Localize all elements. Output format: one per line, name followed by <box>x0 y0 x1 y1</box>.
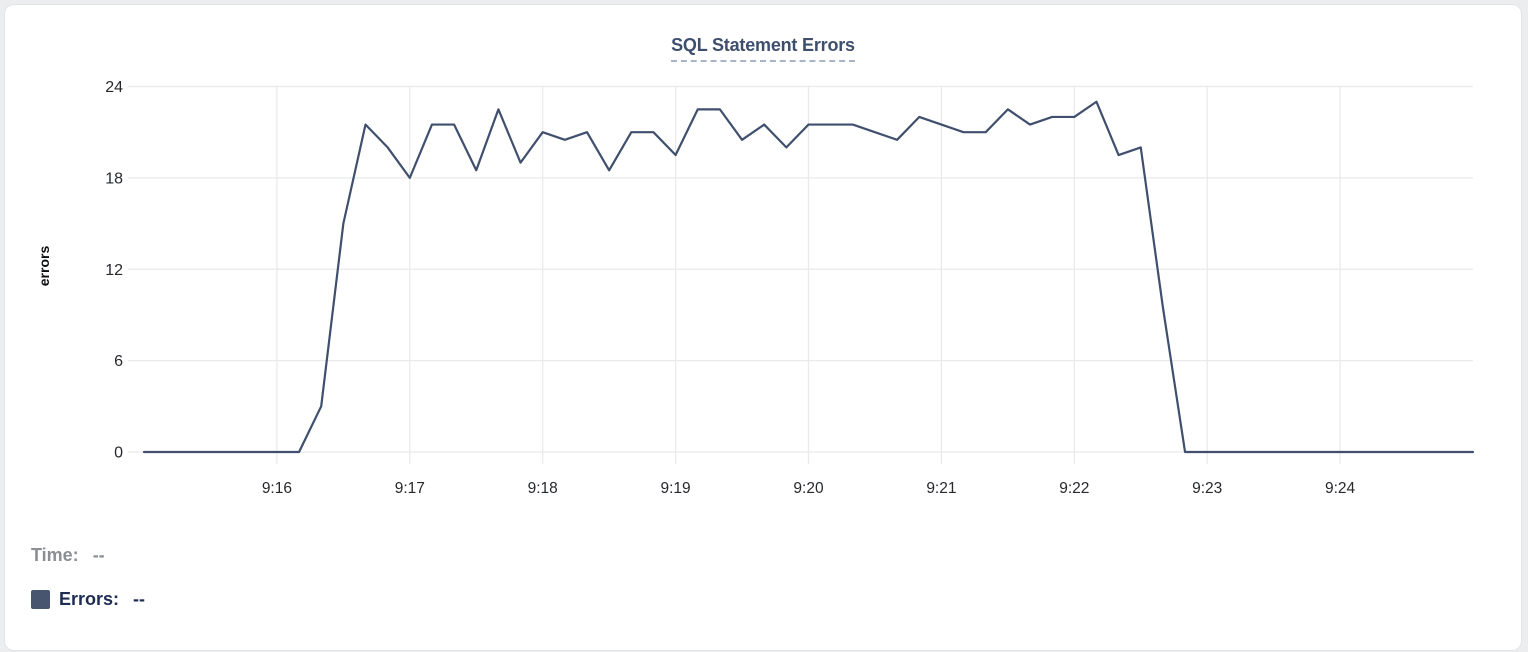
x-tick-label: 9:19 <box>661 480 691 497</box>
chart-header: SQL Statement Errors <box>5 35 1521 62</box>
y-axis-title: errors <box>36 246 52 287</box>
errors-series-swatch <box>31 590 50 609</box>
x-tick-label: 9:17 <box>395 480 425 497</box>
x-tick-label: 9:16 <box>262 480 292 497</box>
tooltip-errors-row: Errors: -- <box>31 589 145 610</box>
y-tick-label: 24 <box>105 79 123 96</box>
chart-title[interactable]: SQL Statement Errors <box>671 35 855 62</box>
y-tick-label: 0 <box>114 445 123 462</box>
y-tick-label: 12 <box>105 262 123 279</box>
errors-series-line <box>142 100 1475 454</box>
chart-card: SQL Statement Errors 0 6 12 18 24 9:16 9:17 9:1… <box>4 4 1522 651</box>
tooltip-time-row: Time: -- <box>31 545 105 566</box>
x-tick-label: 9:21 <box>926 480 956 497</box>
x-tick-label: 9:18 <box>528 480 558 497</box>
y-tick-label: 6 <box>114 353 123 370</box>
x-tick-label: 9:24 <box>1325 480 1356 497</box>
x-tick-label: 9:22 <box>1059 480 1089 497</box>
x-tick-label: 9:23 <box>1192 480 1222 497</box>
errors-line-chart: 0 6 12 18 24 9:16 9:17 9:18 9:19 9:20 9:21 9:22 9:23… <box>36 79 1475 497</box>
y-tick-label: 18 <box>105 170 123 187</box>
tooltip-time-value: -- <box>92 545 105 565</box>
tooltip-time-label: Time: <box>31 545 79 565</box>
x-tick-label: 9:20 <box>793 480 824 497</box>
tooltip-errors-label: Errors: <box>59 589 120 609</box>
tooltip-errors-value: -- <box>133 589 146 609</box>
